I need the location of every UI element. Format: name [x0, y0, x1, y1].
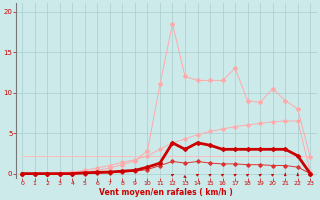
X-axis label: Vent moyen/en rafales ( km/h ): Vent moyen/en rafales ( km/h ): [100, 188, 233, 197]
